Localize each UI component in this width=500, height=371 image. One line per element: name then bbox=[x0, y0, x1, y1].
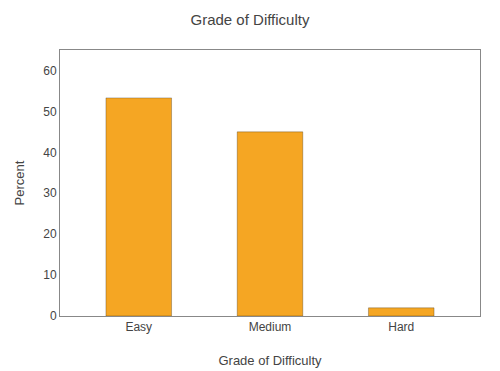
svg-text:30: 30 bbox=[43, 186, 57, 200]
svg-text:Grade of Difficulty: Grade of Difficulty bbox=[191, 11, 310, 28]
svg-text:60: 60 bbox=[43, 64, 57, 78]
svg-text:20: 20 bbox=[43, 227, 57, 241]
svg-text:40: 40 bbox=[43, 146, 57, 160]
svg-text:50: 50 bbox=[43, 105, 57, 119]
svg-text:Hard: Hard bbox=[388, 320, 414, 334]
svg-text:Medium: Medium bbox=[249, 320, 292, 334]
svg-text:Percent: Percent bbox=[12, 160, 27, 205]
svg-text:0: 0 bbox=[50, 309, 57, 323]
svg-text:Easy: Easy bbox=[125, 320, 152, 334]
svg-text:Grade of Difficulty: Grade of Difficulty bbox=[218, 353, 322, 368]
svg-text:10: 10 bbox=[43, 268, 57, 282]
